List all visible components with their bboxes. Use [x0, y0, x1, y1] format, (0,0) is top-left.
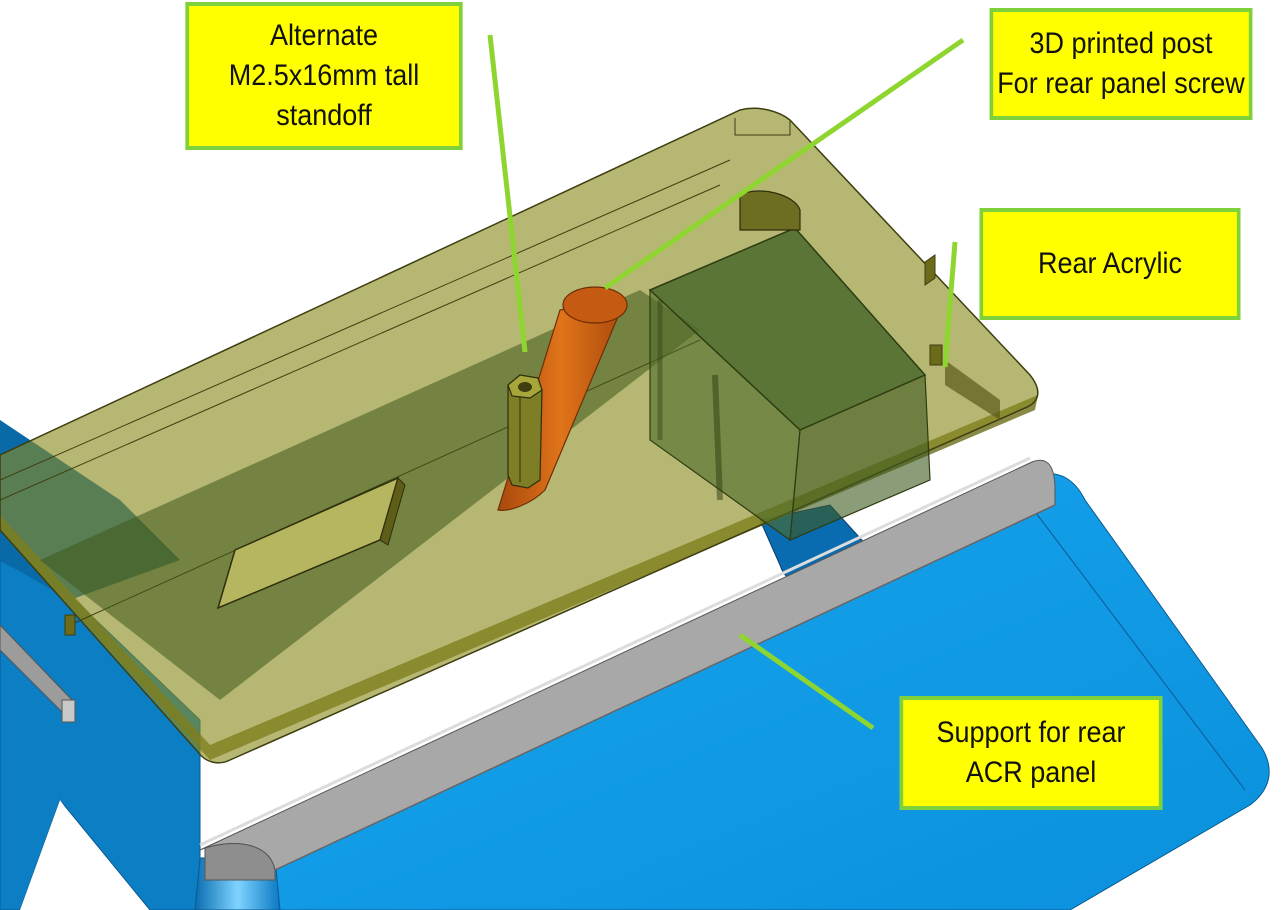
callout-support-line-2: ACR panel: [965, 756, 1097, 789]
hex-standoff: [507, 374, 543, 489]
leader-lines: [487, 34, 965, 731]
callout-acrylic: Rear Acrylic: [979, 208, 1241, 320]
leader-support: [738, 632, 875, 731]
callout-standoff-line-2: M2.5x16mm tall: [228, 59, 420, 92]
callout-support: Support for rear ACR panel: [899, 696, 1163, 810]
support-rim: [0, 456, 1056, 881]
callout-post: 3D printed post For rear panel screw: [989, 8, 1253, 120]
callout-standoff-line-1: Alternate: [269, 19, 379, 52]
callout-standoff: Alternate M2.5x16mm tall standoff: [185, 2, 463, 150]
callout-post-line-2: For rear panel screw: [997, 67, 1245, 100]
callout-support-line-1: Support for rear: [936, 716, 1126, 749]
callout-post-line-1: 3D printed post: [1029, 27, 1213, 60]
leader-acrylic: [942, 241, 958, 368]
callout-standoff-line-3: standoff: [276, 99, 372, 132]
callout-acrylic-line-1: Rear Acrylic: [1037, 247, 1183, 280]
leader-standoff: [487, 34, 528, 353]
internal-box: [648, 190, 1000, 542]
leader-post: [603, 37, 965, 291]
